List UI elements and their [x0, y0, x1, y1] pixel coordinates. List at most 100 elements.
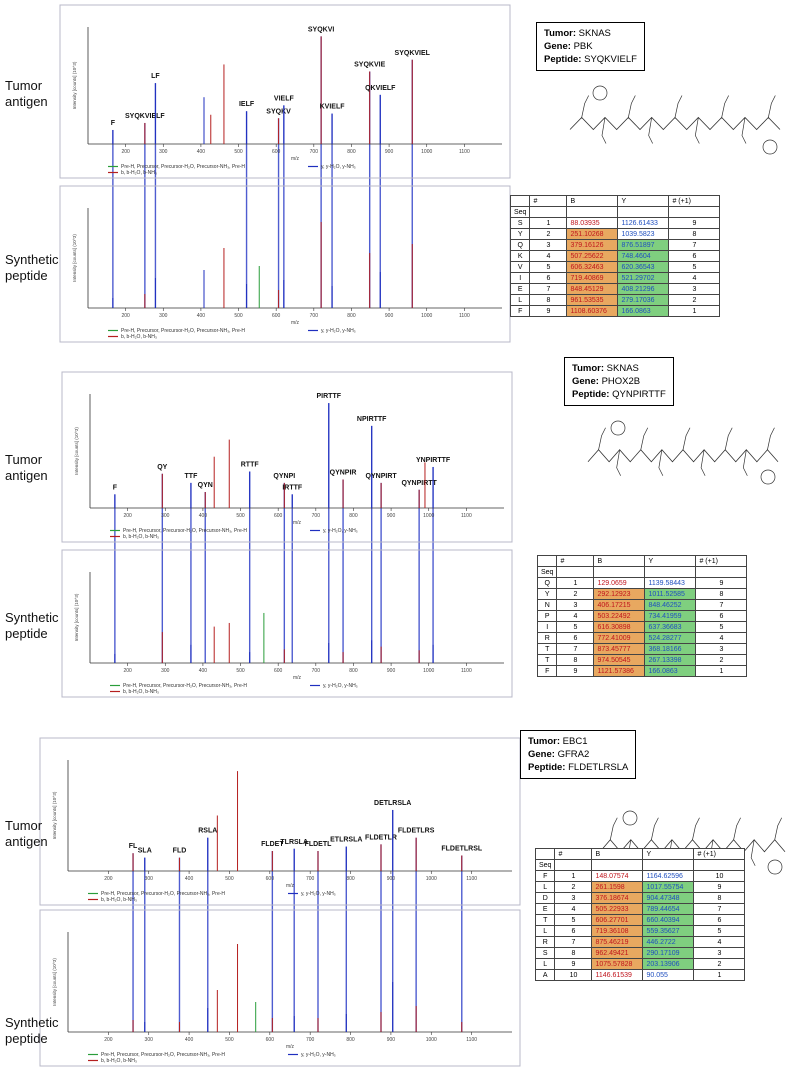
legend-label: Pre-H, Precursor, Precursor-H₂O, Precurs… — [101, 1052, 225, 1058]
legend-label: Pre-H, Precursor, Precursor-H₂O, Precurs… — [121, 164, 245, 170]
table-cell: 5 — [554, 914, 593, 926]
fragment-label: SYQKVIEL — [395, 50, 431, 57]
x-tick-label: 200 — [104, 1037, 113, 1043]
x-tick-label: 600 — [266, 1037, 275, 1043]
molecule-sidechain — [640, 427, 649, 450]
fragment-label: IRTTF — [282, 484, 303, 491]
x-tick-label: 1000 — [421, 313, 432, 319]
table-cell: 8 — [693, 892, 746, 904]
table-cell: 8 — [556, 654, 595, 666]
x-tick-label: 200 — [123, 513, 132, 519]
x-tick-label: 500 — [236, 513, 245, 519]
table-row: I 6 719.40869 521.29702 4 — [509, 272, 721, 284]
table-cell: 875.46219 — [591, 936, 644, 948]
x-tick-label: 300 — [145, 1037, 154, 1043]
table-cell: 8 — [554, 947, 593, 959]
legend-label: Pre-H, Precursor, Precursor-H₂O, Precurs… — [101, 891, 225, 897]
table-row: F 1 148.07574 1164.62596 10 — [534, 870, 746, 882]
header-cell: # (+1) — [668, 195, 721, 207]
table-subheader: Seq — [534, 859, 746, 871]
table-row: L 6 719.36108 559.35627 5 — [534, 925, 746, 937]
molecule-sidechain — [598, 427, 606, 450]
table-cell: 962.49421 — [591, 947, 644, 959]
spectrum-frame — [39, 737, 521, 906]
x-tick-label: 900 — [385, 149, 394, 155]
table-cell: 2 — [695, 654, 748, 666]
info-box: Tumor: EBC1 Gene: GFRA2 Peptide: FLDETLRSL… — [520, 730, 637, 779]
header-cell: B — [566, 195, 619, 207]
molecule-backbone — [569, 116, 781, 131]
table-cell: 5 — [693, 925, 746, 937]
table-row: L 2 261.1598 1017.55754 9 — [534, 881, 746, 893]
table-cell: I — [536, 621, 558, 633]
table-cell: 1039.5823 — [617, 228, 670, 240]
table-cell: 606.27701 — [591, 914, 644, 926]
spectrum-frame — [61, 371, 513, 543]
table-cell: 4 — [668, 272, 721, 284]
table-cell: 166.0863 — [617, 305, 670, 317]
x-tick-label: 600 — [272, 149, 281, 155]
table-cell: 6 — [693, 914, 746, 926]
table-row: L 8 961.53535 279.17036 2 — [509, 294, 721, 306]
x-tick-label: 800 — [346, 1037, 355, 1043]
x-tick-label: 400 — [185, 876, 194, 882]
table-cell: T — [536, 643, 558, 655]
fragment-label: QYNPIRT — [366, 473, 398, 480]
x-tick-label: 500 — [236, 668, 245, 674]
x-tick-label: 900 — [387, 668, 396, 674]
molecule-ring — [762, 139, 778, 155]
info-line: Peptide: SYQKVIELF — [544, 53, 637, 66]
header-cell: Seq — [534, 859, 556, 871]
legend-label: y, y-H₂O, y-NH₃ — [321, 328, 356, 334]
table-row: T 7 873.45777 368.18166 3 — [536, 643, 748, 655]
table-cell: 7 — [695, 599, 748, 611]
table-cell: 6 — [529, 272, 568, 284]
table-cell: 4 — [695, 632, 748, 644]
x-tick-label: 400 — [199, 668, 208, 674]
x-tick-label: 1100 — [459, 313, 470, 319]
info-line: Tumor: SKNAS — [544, 27, 637, 40]
x-tick-label: 600 — [274, 513, 283, 519]
table-cell: 4 — [554, 903, 593, 915]
fragment-label: QYN — [198, 482, 213, 489]
table-cell: 6 — [556, 632, 595, 644]
molecule-sidechain — [651, 817, 659, 840]
x-tick-label: 800 — [346, 876, 355, 882]
header-cell: B — [591, 848, 644, 860]
molecule-sidechain — [733, 817, 741, 840]
table-row: Q 3 379.16126 876.51897 7 — [509, 239, 721, 251]
header-cell: # — [556, 555, 595, 567]
table-cell: N — [536, 599, 558, 611]
molecule-sidechain — [682, 427, 691, 450]
spectrum-frame — [61, 549, 513, 698]
table-cell: 904.47348 — [642, 892, 695, 904]
x-tick-label: 400 — [197, 313, 206, 319]
info-key: Gene: — [528, 749, 555, 760]
fragment-table: # B Y # (+1) Seq Q 1 129.0659 1139.58443 9 Y 2 292.1… — [536, 555, 748, 677]
table-cell: 1 — [693, 969, 746, 981]
x-axis-label: m/z — [286, 883, 295, 889]
table-cell: T — [536, 654, 558, 666]
spectrum-frame — [59, 4, 511, 179]
y-axis-label: Intensity [counts] (10^3) — [52, 958, 57, 1006]
info-box: Tumor: SKNAS Gene: PHOX2B Peptide: QYNPIRT… — [564, 357, 674, 406]
fragment-label: VIELF — [274, 95, 295, 102]
x-tick-label: 600 — [272, 313, 281, 319]
table-cell: 637.36683 — [644, 621, 697, 633]
legend-label: b, b-H₂O, b-NH₃ — [101, 1058, 137, 1064]
row-label: Tumor antigen — [5, 78, 48, 109]
table-cell: 1146.61539 — [591, 969, 644, 981]
table-subheader: Seq — [509, 206, 721, 218]
legend-label: y, y-H₂O, y-NH₃ — [301, 1052, 336, 1058]
table-cell: R — [536, 632, 558, 644]
table-cell: 1121.57386 — [593, 665, 646, 677]
cell — [536, 555, 558, 567]
fragment-label: QYNPIRTT — [401, 480, 437, 487]
table-cell: 1 — [529, 217, 568, 229]
cell — [554, 859, 593, 871]
info-value: FLDETLRSLA — [568, 762, 629, 773]
table-cell: 961.53535 — [566, 294, 619, 306]
info-value: SKNAS — [578, 28, 611, 39]
table-cell: Q — [509, 239, 531, 251]
